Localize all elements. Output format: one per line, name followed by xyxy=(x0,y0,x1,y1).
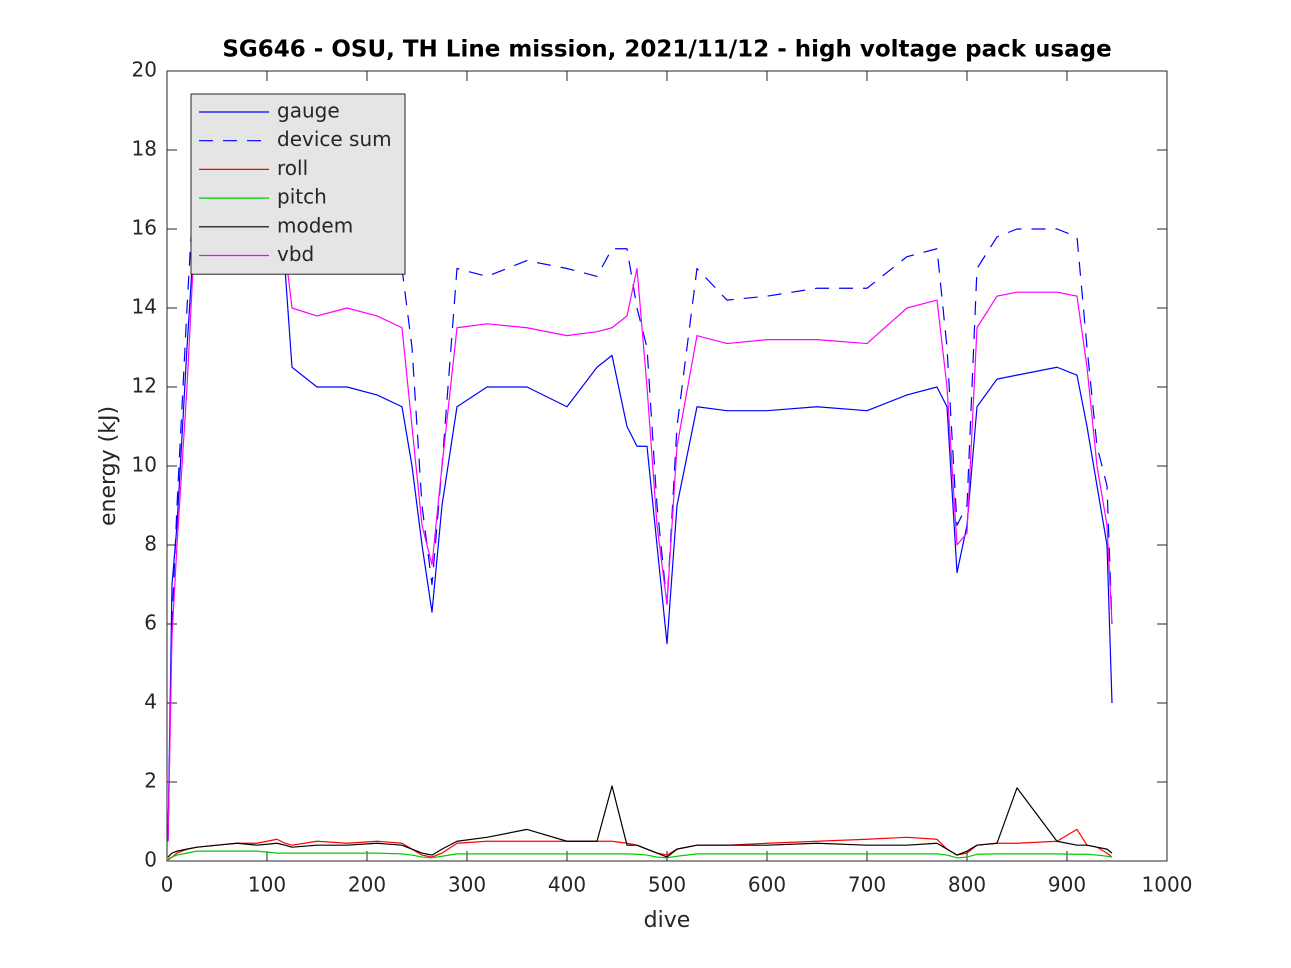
y-tick-label: 20 xyxy=(132,58,157,82)
x-tick-label: 100 xyxy=(248,873,286,897)
x-tick-label: 400 xyxy=(548,873,586,897)
legend-label: vbd xyxy=(277,242,314,266)
x-tick-label: 700 xyxy=(848,873,886,897)
legend-label: pitch xyxy=(277,185,327,209)
x-tick-label: 800 xyxy=(948,873,986,897)
y-tick-label: 12 xyxy=(132,374,157,398)
legend-label: gauge xyxy=(277,99,340,123)
axes-frame xyxy=(166,70,1168,862)
chart-title: SG646 - OSU, TH Line mission, 2021/11/12… xyxy=(222,37,1111,63)
y-tick-label: 14 xyxy=(132,295,157,319)
y-tick-label: 2 xyxy=(144,769,157,793)
x-tick-label: 200 xyxy=(348,873,386,897)
y-tick-label: 16 xyxy=(132,216,157,240)
legend-box xyxy=(190,93,406,275)
legend-label: device sum xyxy=(277,127,392,151)
x-tick-label: 900 xyxy=(1048,873,1086,897)
x-tick-label: 500 xyxy=(648,873,686,897)
legend-label: roll xyxy=(277,156,308,180)
x-tick-label: 1000 xyxy=(1142,873,1193,897)
y-axis-label: energy (kJ) xyxy=(96,406,121,526)
y-tick-label: 10 xyxy=(132,453,157,477)
series-line xyxy=(167,785,1113,858)
legend: gauge device sum roll pitch modem vbd xyxy=(190,93,406,275)
y-tick-label: 0 xyxy=(144,848,157,872)
y-tick-label: 4 xyxy=(144,690,157,714)
x-tick-label: 600 xyxy=(748,873,786,897)
y-tick-label: 6 xyxy=(144,611,157,635)
x-tick-label: 0 xyxy=(161,873,174,897)
x-axis-label: dive xyxy=(644,908,691,933)
series-line xyxy=(167,850,1113,861)
y-tick-label: 18 xyxy=(132,137,157,161)
legend-label: modem xyxy=(277,213,353,237)
y-tick-label: 8 xyxy=(144,532,157,556)
x-tick-label: 300 xyxy=(448,873,486,897)
